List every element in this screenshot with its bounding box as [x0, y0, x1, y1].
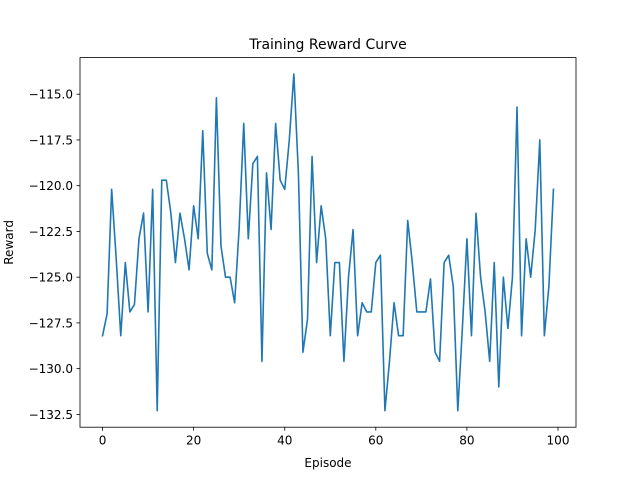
x-tick-label: 0: [99, 434, 107, 448]
chart-title: Training Reward Curve: [248, 37, 407, 53]
y-axis-label: Reward: [2, 220, 16, 265]
x-tick-label: 20: [186, 434, 201, 448]
y-tick-label: −130.0: [29, 362, 73, 376]
y-tick-label: −127.5: [29, 316, 73, 330]
x-axis-label: Episode: [304, 456, 351, 470]
y-tick-label: −122.5: [29, 225, 73, 239]
y-tick-label: −125.0: [29, 271, 73, 285]
y-tick-label: −132.5: [29, 408, 73, 422]
plot-frame: [79, 57, 577, 428]
y-tick-label: −115.0: [29, 88, 73, 102]
x-tick-label: 40: [277, 434, 292, 448]
y-tick-label: −117.5: [29, 133, 73, 147]
x-tick-label: 100: [547, 434, 570, 448]
reward-series-line: [101, 73, 555, 412]
x-tick-label: 80: [459, 434, 474, 448]
y-tick-label: −120.0: [29, 179, 73, 193]
y-axis-ticks: −132.5 −130.0 −127.5 −125.0 −122.5 −120.0 −117…: [29, 88, 80, 422]
x-axis-ticks: 0 20 40 60 80 100: [99, 427, 570, 448]
x-tick-label: 60: [368, 434, 383, 448]
